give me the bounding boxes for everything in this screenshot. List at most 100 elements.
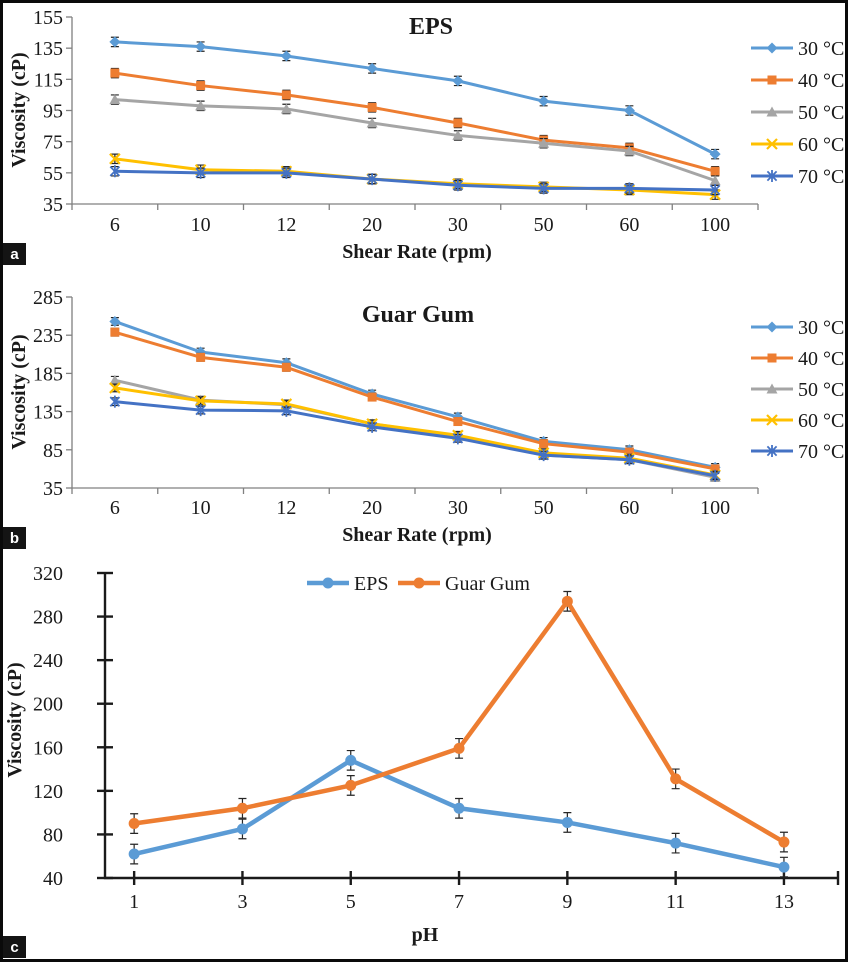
marker-40-c (196, 81, 206, 91)
x-tick-label: 6 (110, 214, 120, 236)
marker-40-c (453, 118, 463, 128)
y-tick-label: 85 (43, 440, 63, 462)
series-markers-40-c (110, 68, 720, 176)
marker-40-c (367, 102, 377, 112)
x-tick-label: 6 (110, 497, 120, 519)
marker-30-c (109, 315, 121, 327)
series-markers-50-c (109, 94, 721, 186)
series-guar-gum (128, 590, 790, 853)
legend-label-60-c: 60 °C (798, 410, 844, 432)
marker-60-c (194, 395, 207, 407)
marker-eps (561, 816, 573, 828)
y-tick-label: 135 (33, 38, 63, 60)
marker-70-c (366, 420, 378, 433)
marker-50-c (280, 103, 292, 114)
y-tick-label: 135 (33, 402, 63, 424)
chart-eps_shear: 35 55 75 95 115 135 155 6 10 12 20 30 50 60 100 EPS Shea… (8, 7, 844, 263)
series-line-40-c (113, 71, 717, 173)
series-line-60-c (113, 386, 717, 477)
series-50-c (109, 94, 721, 186)
marker-30-c (280, 50, 292, 62)
legend-marker-eps (322, 577, 334, 589)
marker-guar-gum (128, 818, 140, 830)
legend-item-30-c: 30 °C (751, 317, 844, 339)
marker-70-c (195, 404, 206, 417)
y-tick-label: 55 (43, 163, 63, 185)
legend-label-50-c: 50 °C (798, 379, 844, 401)
y-tick-label: 160 (33, 737, 63, 759)
chart-guar_gum_shear: 35 85 135 185 235 285 6 10 12 20 30 50 60 100 Guar Gum… (8, 287, 844, 546)
x-tick-label: 1 (129, 891, 139, 913)
series-markers-30-c (109, 36, 721, 160)
chart-title: EPS (409, 14, 453, 40)
marker-70-c (281, 166, 292, 179)
x-tick-label: 60 (619, 214, 639, 236)
y-tick-label: 320 (33, 563, 63, 585)
y-tick-label: 75 (43, 132, 63, 154)
marker-eps (453, 802, 465, 814)
legend-marker-70-c (766, 170, 778, 182)
error-bars-eps (130, 749, 788, 878)
marker-guar-gum (345, 779, 357, 791)
marker-guar-gum (561, 595, 573, 607)
legend-item-40-c: 40 °C (751, 70, 844, 92)
y-tick-label: 35 (43, 194, 63, 216)
marker-40-c (453, 417, 463, 427)
marker-40-c (110, 327, 120, 337)
marker-70-c (452, 432, 464, 445)
series-markers-guar-gum (128, 595, 790, 848)
marker-60-c (109, 382, 121, 394)
legend-label-50-c: 50 °C (798, 102, 844, 124)
series-markers-70-c (109, 165, 721, 196)
series-70-c (109, 395, 721, 482)
marker-70-c (452, 179, 464, 192)
x-tick-label: 3 (237, 891, 247, 913)
marker-70-c (281, 404, 292, 417)
x-tick-label: 10 (191, 497, 211, 519)
series-40-c (110, 327, 720, 474)
x-axis-title: Shear Rate (rpm) (342, 241, 492, 263)
legend-item-50-c: 50 °C (751, 379, 844, 401)
marker-50-c (709, 175, 721, 186)
x-tick-label: 12 (276, 497, 296, 519)
marker-guar-gum (453, 742, 465, 754)
marker-30-c (452, 75, 464, 87)
x-tick-label: 12 (276, 214, 296, 236)
legend-item-guar-gum: Guar Gum (398, 573, 530, 595)
legend-marker-guar-gum (413, 577, 425, 589)
marker-40-c (539, 439, 549, 449)
legend-marker-30-c (766, 321, 778, 333)
y-tick-label: 40 (43, 868, 63, 890)
marker-eps (236, 823, 248, 835)
panel-label-c: c (3, 936, 26, 958)
legend-item-40-c: 40 °C (751, 348, 844, 370)
marker-eps (670, 837, 682, 849)
x-tick-label: 30 (448, 214, 468, 236)
legend-item-60-c: 60 °C (751, 134, 844, 156)
y-tick-label: 280 (33, 607, 63, 629)
y-tick-label: 120 (33, 781, 63, 803)
marker-70-c (109, 165, 121, 178)
y-axis-title: Viscosity (cP) (4, 662, 26, 777)
marker-guar-gum (236, 802, 248, 814)
x-tick-label: 100 (700, 497, 730, 519)
legend-marker-40-c (767, 353, 777, 363)
marker-50-c (109, 94, 121, 105)
y-tick-label: 235 (33, 325, 63, 347)
marker-guar-gum (670, 773, 682, 785)
series-line-40-c (113, 330, 717, 471)
marker-40-c (281, 90, 291, 100)
series-line-30-c (113, 40, 717, 156)
legend-label-guar-gum: Guar Gum (445, 573, 530, 595)
y-tick-label: 185 (33, 363, 63, 385)
chart-title: Guar Gum (362, 302, 474, 328)
marker-40-c (281, 362, 291, 372)
legend-item-30-c: 30 °C (751, 38, 844, 60)
series-70-c (109, 165, 721, 196)
marker-30-c (366, 62, 378, 74)
marker-30-c (109, 36, 121, 48)
marker-70-c (538, 449, 549, 462)
marker-40-c (624, 447, 634, 457)
series-markers-40-c (110, 327, 720, 474)
legend-item-70-c: 70 °C (751, 166, 844, 188)
